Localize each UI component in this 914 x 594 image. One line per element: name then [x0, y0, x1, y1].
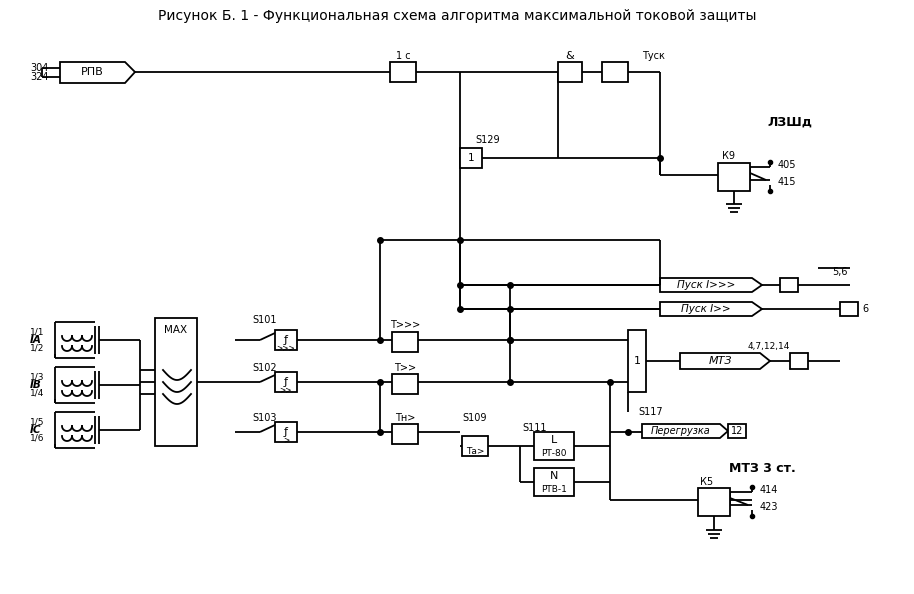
- Text: МТЗ: МТЗ: [708, 356, 732, 366]
- Text: 1/1: 1/1: [30, 327, 45, 336]
- Text: >>: >>: [280, 386, 292, 394]
- Text: IВ: IВ: [30, 380, 42, 390]
- Bar: [462, 436, 488, 456]
- Text: 1/6: 1/6: [30, 434, 45, 443]
- Bar: [628, 330, 646, 392]
- Text: РТВ-1: РТВ-1: [541, 485, 567, 494]
- Text: К9: К9: [722, 151, 735, 161]
- Text: ƒ: ƒ: [284, 335, 288, 345]
- Text: 423: 423: [760, 502, 779, 512]
- Bar: [392, 424, 418, 444]
- Text: 405: 405: [778, 160, 796, 170]
- Text: S109: S109: [462, 413, 486, 423]
- Text: 1 с: 1 с: [396, 51, 410, 61]
- Text: 304: 304: [30, 63, 48, 73]
- Text: MAX: MAX: [165, 325, 187, 335]
- Text: Та>: Та>: [466, 447, 484, 456]
- Bar: [698, 488, 730, 516]
- Text: Перегрузка: Перегрузка: [651, 426, 711, 436]
- Text: РПВ: РПВ: [80, 67, 103, 77]
- Bar: [275, 372, 297, 392]
- Text: 1/3: 1/3: [30, 372, 45, 381]
- Bar: [275, 422, 297, 442]
- Text: 415: 415: [778, 177, 796, 187]
- Text: N: N: [550, 471, 558, 481]
- Text: >>>: >>>: [277, 343, 295, 352]
- Bar: [780, 278, 798, 292]
- Text: IА: IА: [30, 335, 42, 345]
- Text: 12: 12: [731, 426, 743, 436]
- Text: ƒ: ƒ: [284, 427, 288, 437]
- Text: 1/2: 1/2: [30, 343, 45, 352]
- Text: К5: К5: [700, 477, 713, 487]
- Bar: [534, 432, 574, 460]
- Text: S117: S117: [638, 407, 663, 417]
- Text: Пуск I>>: Пуск I>>: [681, 304, 731, 314]
- Text: IС: IС: [30, 425, 41, 435]
- Text: 4,7,12,14: 4,7,12,14: [748, 342, 790, 350]
- Text: Рисунок Б. 1 - Функциональная схема алгоритма максимальной токовой защиты: Рисунок Б. 1 - Функциональная схема алго…: [158, 9, 756, 23]
- Bar: [155, 318, 197, 446]
- Text: 324: 324: [30, 72, 48, 82]
- Bar: [840, 302, 858, 316]
- Bar: [602, 62, 628, 82]
- Text: S111: S111: [522, 423, 547, 433]
- Text: Туск: Туск: [642, 51, 664, 61]
- Bar: [718, 163, 750, 191]
- Bar: [392, 332, 418, 352]
- Text: 1/4: 1/4: [30, 388, 45, 397]
- Text: &: &: [566, 51, 574, 61]
- Text: ƒ: ƒ: [284, 377, 288, 387]
- Text: 414: 414: [760, 485, 779, 495]
- Bar: [460, 148, 482, 168]
- Bar: [534, 468, 574, 496]
- Text: S129: S129: [475, 135, 500, 145]
- Text: МТЗ 3 ст.: МТЗ 3 ст.: [728, 462, 795, 475]
- Bar: [390, 62, 416, 82]
- Text: 1: 1: [468, 153, 474, 163]
- Text: Пуск I>>>: Пуск I>>>: [676, 280, 735, 290]
- Text: S102: S102: [252, 363, 277, 373]
- Text: 5,6: 5,6: [833, 267, 848, 277]
- Bar: [392, 374, 418, 394]
- Text: РТ-80: РТ-80: [541, 448, 567, 457]
- Text: L: L: [551, 435, 558, 445]
- Text: 1/5: 1/5: [30, 418, 45, 426]
- Bar: [728, 424, 746, 438]
- Text: >: >: [282, 435, 289, 444]
- Text: T>>>: T>>>: [390, 320, 420, 330]
- Text: S101: S101: [252, 315, 277, 325]
- Text: ЛЗШд: ЛЗШд: [768, 115, 813, 128]
- Bar: [275, 330, 297, 350]
- Text: 6: 6: [862, 304, 868, 314]
- Text: S103: S103: [252, 413, 277, 423]
- Text: T>>: T>>: [394, 363, 416, 373]
- Text: 1: 1: [633, 356, 641, 366]
- Bar: [558, 62, 582, 82]
- Text: Тн>: Тн>: [395, 413, 415, 423]
- Bar: [790, 353, 808, 369]
